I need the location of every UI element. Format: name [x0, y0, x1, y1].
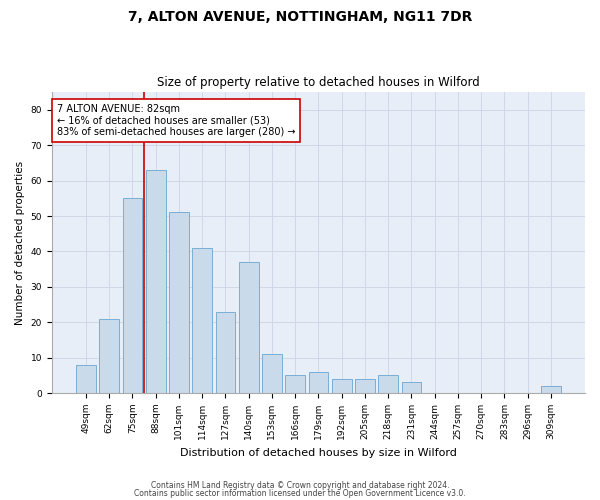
- Bar: [541, 386, 561, 393]
- Bar: [192, 248, 212, 393]
- Bar: [285, 376, 305, 393]
- Y-axis label: Number of detached properties: Number of detached properties: [15, 160, 25, 324]
- Title: Size of property relative to detached houses in Wilford: Size of property relative to detached ho…: [157, 76, 480, 90]
- Bar: [99, 318, 119, 393]
- Text: 7 ALTON AVENUE: 82sqm
← 16% of detached houses are smaller (53)
83% of semi-deta: 7 ALTON AVENUE: 82sqm ← 16% of detached …: [57, 104, 296, 138]
- Bar: [76, 364, 96, 393]
- Bar: [239, 262, 259, 393]
- Text: 7, ALTON AVENUE, NOTTINGHAM, NG11 7DR: 7, ALTON AVENUE, NOTTINGHAM, NG11 7DR: [128, 10, 472, 24]
- Bar: [401, 382, 421, 393]
- X-axis label: Distribution of detached houses by size in Wilford: Distribution of detached houses by size …: [180, 448, 457, 458]
- Bar: [262, 354, 282, 393]
- Text: Contains public sector information licensed under the Open Government Licence v3: Contains public sector information licen…: [134, 488, 466, 498]
- Text: Contains HM Land Registry data © Crown copyright and database right 2024.: Contains HM Land Registry data © Crown c…: [151, 481, 449, 490]
- Bar: [169, 212, 189, 393]
- Bar: [146, 170, 166, 393]
- Bar: [378, 376, 398, 393]
- Bar: [332, 379, 352, 393]
- Bar: [355, 379, 375, 393]
- Bar: [215, 312, 235, 393]
- Bar: [308, 372, 328, 393]
- Bar: [122, 198, 142, 393]
